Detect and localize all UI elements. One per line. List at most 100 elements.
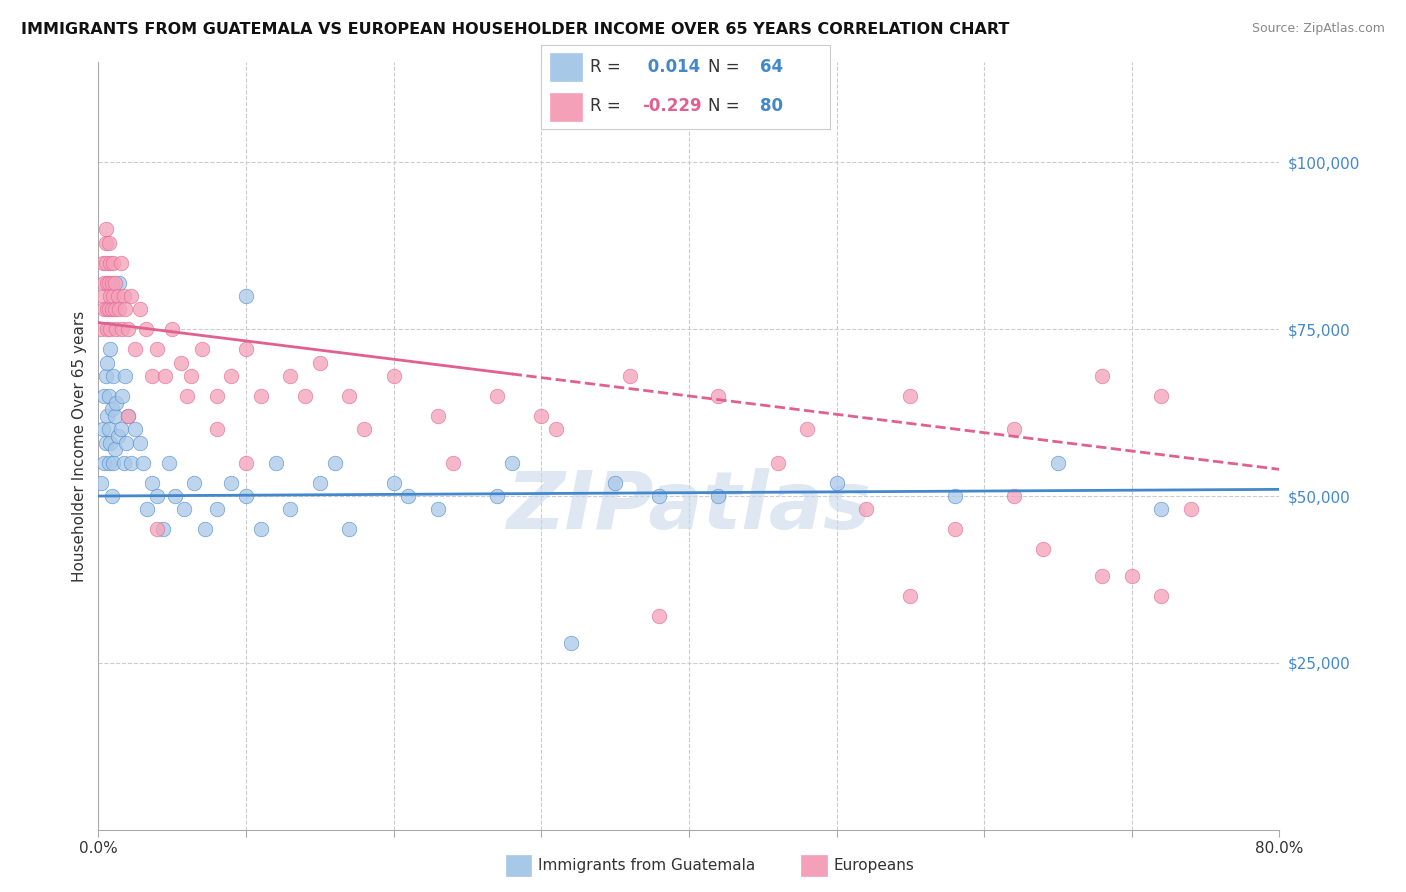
Point	[235, 456, 257, 470]
Point	[221, 475, 243, 490]
Point	[104, 276, 127, 290]
Point	[96, 356, 118, 370]
Point	[648, 609, 671, 624]
Text: 0.014: 0.014	[643, 59, 700, 77]
Point	[135, 322, 157, 336]
Point	[191, 343, 214, 357]
Point	[90, 322, 112, 336]
Point	[111, 389, 134, 403]
Point	[619, 368, 641, 383]
Point	[104, 302, 127, 317]
Point	[105, 395, 128, 409]
Point	[1002, 489, 1025, 503]
Point	[486, 489, 509, 503]
Point	[112, 456, 135, 470]
Point	[112, 289, 135, 303]
Point	[98, 435, 121, 450]
Point	[382, 368, 405, 383]
Point	[91, 289, 114, 303]
Point	[124, 343, 146, 357]
Point	[93, 302, 115, 317]
Point	[796, 422, 818, 436]
Point	[309, 475, 332, 490]
Point	[309, 356, 332, 370]
Point	[97, 302, 120, 317]
Point	[94, 435, 117, 450]
Point	[114, 302, 136, 317]
Point	[1150, 589, 1173, 603]
Point	[235, 489, 257, 503]
Point	[205, 422, 228, 436]
Point	[825, 475, 848, 490]
Point	[486, 389, 509, 403]
Point	[1150, 502, 1173, 516]
Point	[1032, 542, 1054, 557]
Text: R =: R =	[591, 97, 621, 115]
Point	[110, 422, 132, 436]
Point	[94, 255, 117, 269]
Point	[339, 389, 361, 403]
Point	[560, 636, 582, 650]
Point	[1180, 502, 1202, 516]
Point	[382, 475, 405, 490]
Point	[104, 409, 127, 423]
Point	[103, 255, 125, 269]
Point	[136, 502, 159, 516]
Point	[96, 276, 118, 290]
Point	[152, 522, 174, 536]
Point	[943, 522, 966, 536]
Point	[855, 502, 877, 516]
Point	[98, 255, 121, 269]
Text: R =: R =	[591, 59, 621, 77]
Point	[97, 276, 120, 290]
Point	[441, 456, 464, 470]
Point	[108, 276, 131, 290]
Point	[1121, 569, 1143, 583]
Point	[183, 475, 205, 490]
Point	[157, 456, 180, 470]
Point	[97, 456, 120, 470]
Text: Immigrants from Guatemala: Immigrants from Guatemala	[538, 858, 756, 873]
Point	[900, 589, 922, 603]
Text: 64: 64	[761, 59, 783, 77]
Point	[96, 322, 118, 336]
Point	[900, 389, 922, 403]
Point	[97, 389, 120, 403]
Point	[250, 389, 273, 403]
Point	[100, 302, 122, 317]
Point	[1091, 569, 1114, 583]
Text: IMMIGRANTS FROM GUATEMALA VS EUROPEAN HOUSEHOLDER INCOME OVER 65 YEARS CORRELATI: IMMIGRANTS FROM GUATEMALA VS EUROPEAN HO…	[21, 22, 1010, 37]
Point	[1046, 456, 1070, 470]
Point	[205, 502, 228, 516]
Point	[120, 456, 142, 470]
Point	[339, 522, 361, 536]
Point	[221, 368, 243, 383]
Point	[294, 389, 316, 403]
Point	[165, 489, 187, 503]
Point	[103, 289, 125, 303]
Point	[235, 289, 257, 303]
Point	[98, 289, 121, 303]
Point	[1091, 368, 1114, 383]
Point	[173, 502, 195, 516]
Point	[107, 429, 129, 443]
Point	[1150, 389, 1173, 403]
Point	[141, 475, 163, 490]
Point	[398, 489, 420, 503]
Point	[120, 289, 142, 303]
Point	[180, 368, 202, 383]
Point	[501, 456, 523, 470]
Point	[766, 456, 789, 470]
Text: -0.229: -0.229	[643, 97, 702, 115]
Point	[100, 489, 122, 503]
Point	[530, 409, 553, 423]
Text: N =: N =	[709, 97, 740, 115]
Point	[94, 235, 117, 250]
Point	[146, 489, 169, 503]
Point	[146, 522, 169, 536]
Text: N =: N =	[709, 59, 740, 77]
Point	[141, 368, 163, 383]
Point	[117, 409, 139, 423]
Point	[110, 255, 132, 269]
Point	[96, 302, 118, 317]
